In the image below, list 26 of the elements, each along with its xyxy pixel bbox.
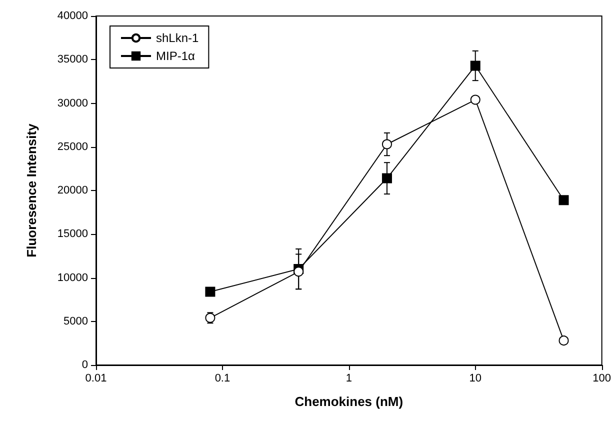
y-tick-label: 10000	[57, 272, 88, 284]
y-tick-label: 20000	[57, 184, 88, 196]
legend-label: MIP-1α	[156, 49, 196, 63]
x-axis-title: Chemokines (nM)	[294, 394, 404, 409]
y-axis-title: Fluoresence Intensity	[24, 122, 39, 258]
x-tick-label: 1	[346, 372, 352, 384]
y-tick-label: 5000	[64, 315, 88, 328]
y-tick-label: 40000	[57, 10, 88, 22]
x-tick-label: 0.1	[214, 372, 230, 384]
y-tick-label: 30000	[57, 97, 88, 110]
point	[294, 266, 304, 277]
y-tick-label: 15000	[57, 228, 88, 240]
point	[382, 139, 392, 150]
legend-label: shLkn-1	[156, 31, 200, 45]
point	[558, 336, 569, 346]
point	[470, 94, 480, 105]
x-tick-label: 0.01	[85, 372, 107, 384]
y-tick-label: 35000	[57, 54, 88, 66]
y-tick-label: 25000	[57, 140, 88, 153]
x-tick-label: 100	[592, 372, 612, 384]
y-tick-label: 0	[82, 359, 88, 371]
point	[205, 286, 216, 297]
point	[470, 60, 480, 71]
x-tick-label: 10	[469, 372, 482, 384]
point	[382, 173, 392, 184]
point	[558, 195, 569, 206]
